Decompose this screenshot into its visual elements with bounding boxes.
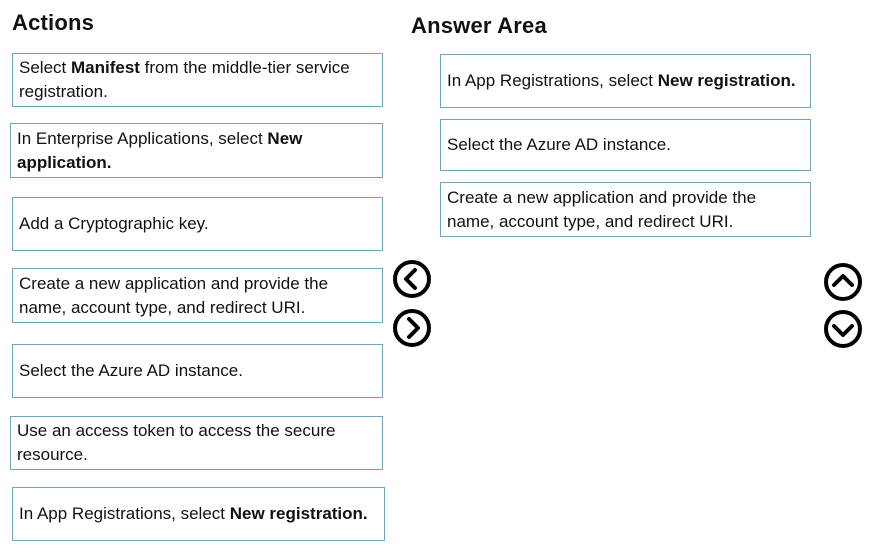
answer-item[interactable]: Create a new application and provide the… — [440, 182, 811, 237]
answer-area-heading: Answer Area — [411, 13, 547, 38]
chevron-left-circle-icon — [393, 260, 431, 298]
move-up-button[interactable] — [823, 262, 863, 302]
move-down-button[interactable] — [823, 309, 863, 349]
answer-item-text: In App Registrations, select New registr… — [447, 71, 796, 90]
action-item[interactable]: Create a new application and provide the… — [12, 268, 383, 323]
action-item-text: Select the Azure AD instance. — [19, 361, 243, 380]
move-left-button[interactable] — [392, 259, 432, 299]
actions-heading: Actions — [12, 10, 95, 35]
chevron-right-circle-icon — [393, 309, 431, 347]
action-item-text: Create a new application and provide the… — [19, 273, 329, 317]
action-item[interactable]: Add a Cryptographic key. — [12, 197, 383, 251]
answer-item[interactable]: In App Registrations, select New registr… — [440, 54, 811, 108]
action-item-text: Use an access token to access the secure… — [17, 421, 336, 464]
action-item-text: Select Manifest from the middle-tier ser… — [19, 58, 350, 101]
action-item[interactable]: In App Registrations, select New registr… — [12, 487, 385, 541]
chevron-down-circle-icon — [824, 310, 862, 348]
action-item[interactable]: In Enterprise Applications, select New a… — [10, 123, 383, 178]
action-item[interactable]: Select the Azure AD instance. — [12, 344, 383, 398]
action-item[interactable]: Select Manifest from the middle-tier ser… — [12, 53, 383, 107]
chevron-up-circle-icon — [824, 263, 862, 301]
action-item[interactable]: Use an access token to access the secure… — [10, 416, 383, 470]
answer-item[interactable]: Select the Azure AD instance. — [440, 119, 811, 171]
action-item-text: Add a Cryptographic key. — [19, 214, 209, 233]
action-item-text: In Enterprise Applications, select New a… — [17, 128, 303, 172]
action-item-text: In App Registrations, select New registr… — [19, 504, 368, 523]
answer-item-text: Create a new application and provide the… — [447, 187, 757, 231]
move-right-button[interactable] — [392, 308, 432, 348]
answer-item-text: Select the Azure AD instance. — [447, 135, 671, 154]
